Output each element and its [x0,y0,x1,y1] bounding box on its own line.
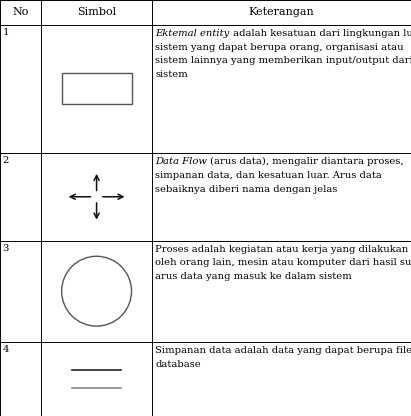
Text: Data Flow: Data Flow [155,157,207,166]
Text: sebaiknya diberi nama dengan jelas: sebaiknya diberi nama dengan jelas [155,185,338,193]
Text: Keterangan: Keterangan [249,7,314,17]
Text: 3: 3 [2,243,9,253]
Text: 2: 2 [2,156,9,165]
Text: Simbol: Simbol [77,7,116,17]
Text: sistem: sistem [155,70,188,79]
Text: (arus data), mengalir diantara proses,: (arus data), mengalir diantara proses, [207,157,404,166]
Text: database: database [155,360,201,369]
Text: No: No [12,7,29,17]
Text: oleh orang lain, mesin atau komputer dari hasil suatu: oleh orang lain, mesin atau komputer dar… [155,258,411,267]
Text: 4: 4 [2,345,9,354]
Text: Proses adalah kegiatan atau kerja yang dilakukan: Proses adalah kegiatan atau kerja yang d… [155,245,409,254]
Text: adalah kesatuan dari lingkungan luar: adalah kesatuan dari lingkungan luar [230,29,411,38]
Text: Simpanan data adalah data yang dapat berupa file /: Simpanan data adalah data yang dapat ber… [155,346,411,355]
Text: 1: 1 [2,27,9,37]
Text: sistem yang dapat berupa orang, organisasi atau: sistem yang dapat berupa orang, organisa… [155,42,404,52]
Text: sistem lainnya yang memberikan input/output dari: sistem lainnya yang memberikan input/out… [155,56,411,65]
Text: Ektemal entity: Ektemal entity [155,29,230,38]
Text: arus data yang masuk ke dalam sistem: arus data yang masuk ke dalam sistem [155,272,352,281]
Text: simpanan data, dan kesatuan luar. Arus data: simpanan data, dan kesatuan luar. Arus d… [155,171,382,180]
Bar [62,73,132,104]
